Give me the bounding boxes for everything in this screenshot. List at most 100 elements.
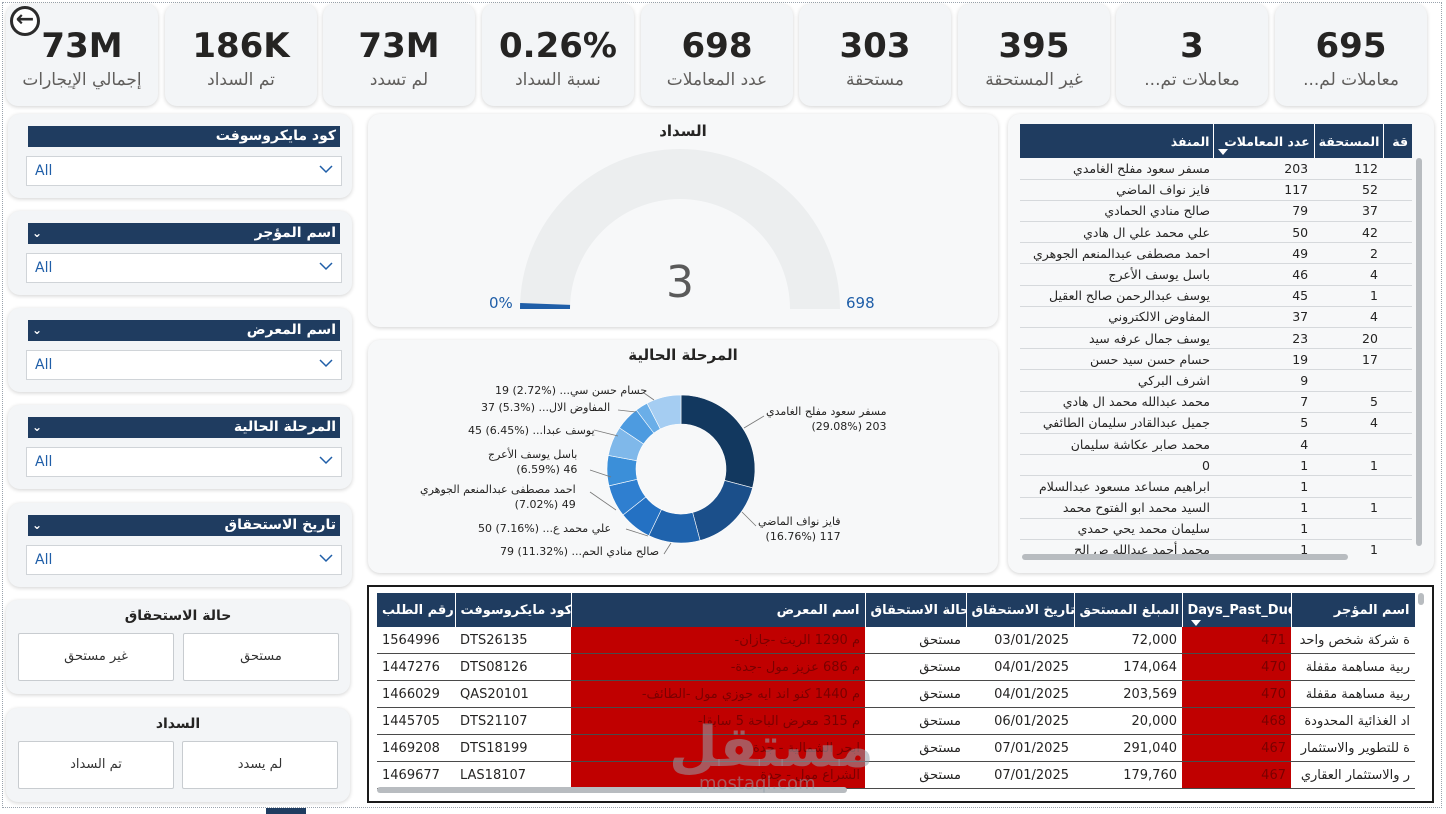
option-unpaid[interactable]: لم يسدد <box>182 741 338 789</box>
col-header-amount[interactable]: المبلغ المستحق <box>1074 593 1183 627</box>
col-header-lessor[interactable]: اسم المؤجر <box>1291 593 1416 627</box>
table-row[interactable]: ابراهيم مساعد مسعود عبدالسلام 1 <box>1020 476 1412 497</box>
col-header-due[interactable]: المستحقة <box>1313 124 1384 158</box>
table-row[interactable]: 1466029 QAS20101 م 1440 كنو اند ايه جوزي م… <box>377 680 1415 708</box>
sort-desc-icon[interactable] <box>1190 620 1201 626</box>
table-row[interactable]: محمد عبدالله محمد ال هادي 7 5 <box>1020 391 1412 413</box>
slicer-title: كود مايكروسوفت <box>28 126 340 147</box>
donut-label: مسفر سعود مفلح الغامدي 203 (29.08%) <box>766 404 886 434</box>
slicer-dropdown[interactable]: All <box>26 350 342 380</box>
label-value: 49 (7.02%) <box>514 498 576 511</box>
table-cell <box>1384 518 1412 539</box>
table-cell <box>1314 518 1384 539</box>
table-row[interactable]: 1447276 DTS08126 م 686 عزيز مول -جدة- مستحق… <box>377 653 1415 681</box>
table-cell: م 315 معرض الباحة 5 سابقا- <box>571 707 865 735</box>
slicer-dropdown[interactable]: All <box>26 156 342 186</box>
table-row[interactable]: يوسف جمال عرفه سيد 23 20 <box>1020 328 1412 349</box>
gauge-fill <box>520 302 571 309</box>
col-header-microsoft-code[interactable]: كود مايكروسوفت <box>455 593 572 627</box>
table-row[interactable]: 1469208 DTS18199 ابحر الشمالية - جدة مستحق 0… <box>377 734 1415 762</box>
col-header-due-date[interactable]: تاريخ الاستحقاق <box>966 593 1075 627</box>
table-cell: 50 <box>1292 224 1309 240</box>
slicer-dropdown[interactable]: All <box>26 447 342 477</box>
table-cell: 1 <box>1369 542 1378 558</box>
table-row[interactable]: علي محمد علي ال هادي 50 42 <box>1020 222 1412 243</box>
table-cell: 03/01/2025 <box>966 627 1074 654</box>
table-row[interactable]: 1445705 DTS21107 م 315 معرض الباحة 5 سابقا… <box>377 707 1415 735</box>
table-cell: 20 <box>1362 330 1378 346</box>
table-cell: 470 <box>1182 653 1291 681</box>
table-cell <box>1314 433 1384 454</box>
table-cell: 23 <box>1292 330 1309 346</box>
table-row[interactable]: فايز نواف الماضي 117 52 <box>1020 179 1412 201</box>
table-row[interactable]: باسل يوسف الأعرج 46 4 <box>1020 264 1412 286</box>
table-cell <box>1384 179 1412 200</box>
table-row[interactable]: السيد محمد ابو الفتوح محمد 1 1 <box>1020 497 1412 519</box>
kpi-label: إجمالي الإيجارات <box>22 70 142 90</box>
col-header-clipped[interactable]: قة <box>1383 124 1412 158</box>
table-row[interactable]: محمد صابر عكاشة سليمان 4 <box>1020 433 1412 455</box>
table-row[interactable]: جميل عبدالقادر سليمان الطائفي 5 4 <box>1020 412 1412 434</box>
table-cell: 72,000 <box>1074 627 1182 654</box>
table-cell: 04/01/2025 <box>966 653 1074 681</box>
col-header-days-past-due[interactable]: Days_Past_Due <box>1182 593 1292 627</box>
chevron-down-icon[interactable]: ⌄ <box>32 226 43 240</box>
table-row[interactable]: 0 1 1 <box>1020 455 1412 476</box>
table-row[interactable]: حسام حسن سيد حسن 19 17 <box>1020 349 1412 370</box>
table-cell: محمد أحمد عبدالله ص الح <box>1074 542 1210 558</box>
table-cell: 37 <box>1362 203 1378 219</box>
slicer-dropdown[interactable]: All <box>26 253 342 283</box>
table-row[interactable]: صالح منادي الحمادي 79 37 <box>1020 200 1412 222</box>
col-header-transactions[interactable]: عدد المعاملات <box>1213 124 1315 158</box>
vertical-scrollbar[interactable] <box>1418 593 1424 605</box>
label-name: مسفر سعود مفلح الغامدي <box>766 405 887 418</box>
gauge-card: السداد 3 0% 698 <box>368 114 998 327</box>
kpi-value: 303 <box>839 26 911 66</box>
table-row[interactable]: 1469677 LAS18107 الشراع مول - جدة مستحق 07/0… <box>377 761 1415 789</box>
page-tab[interactable] <box>266 808 306 814</box>
table-row[interactable]: المفاوض الالكتروني 37 4 <box>1020 306 1412 328</box>
kpi-card-payment-rate: 0.26% نسبة السداد <box>482 4 634 106</box>
kpi-label: تم السداد <box>207 70 275 90</box>
table-cell: 117 <box>1284 182 1309 198</box>
col-header-label: Days_Past_Due <box>1187 602 1291 618</box>
col-header-request-no[interactable]: رقم الطلب <box>377 593 456 627</box>
table-row[interactable]: يوسف عبدالرحمن صالح العقيل 45 1 <box>1020 285 1412 307</box>
slicer-dropdown[interactable]: All <box>26 545 342 575</box>
table-cell: 17 <box>1362 351 1378 367</box>
table-row[interactable]: احمد مصطفى عبدالمنعم الجوهري 49 2 <box>1020 243 1412 264</box>
option-not-due[interactable]: غير مستحق <box>18 633 174 681</box>
slicer-value: All <box>35 552 53 568</box>
table-cell <box>1384 539 1412 560</box>
chevron-down-icon[interactable]: ⌄ <box>32 420 43 434</box>
leader-line <box>589 491 617 511</box>
table-row[interactable]: اشرف البركي 9 <box>1020 370 1412 392</box>
horizontal-scrollbar[interactable] <box>377 787 847 793</box>
table-row[interactable]: مسفر سعود مفلح الغامدي 203 112 <box>1020 158 1412 180</box>
kpi-card-not-due: 395 غير المستحقة <box>958 4 1110 106</box>
sort-desc-icon[interactable] <box>1218 149 1228 155</box>
col-header-showroom[interactable]: اسم المعرض <box>571 593 866 627</box>
chevron-down-icon[interactable]: ⌄ <box>32 518 43 532</box>
vertical-scrollbar[interactable] <box>1416 158 1422 546</box>
donut-slice[interactable] <box>692 480 753 541</box>
donut-slice[interactable] <box>680 394 756 489</box>
table-cell: 7 <box>1300 394 1309 410</box>
table-cell: م 1440 كنو اند ايه جوزي مول -الطائف- <box>571 680 865 708</box>
option-paid[interactable]: تم السداد <box>18 741 174 789</box>
horizontal-scrollbar[interactable] <box>1022 554 1348 560</box>
table-row[interactable]: سليمان محمد يحي حمدي 1 <box>1020 518 1412 540</box>
back-arrow-icon[interactable]: ← <box>10 6 40 36</box>
col-header-executor[interactable]: المنفذ <box>1020 124 1214 158</box>
table-row[interactable]: 1564996 DTS26135 م 1290 الريث -جازان- مستحق… <box>377 627 1415 654</box>
executor-table-viewport: المنفذ عدد المعاملات المستحقة قة مسفر سع… <box>1020 124 1412 560</box>
slicer-title-text: المرحلة الحالية <box>233 419 336 435</box>
gauge-value: 3 <box>666 257 694 308</box>
donut-slice[interactable] <box>646 394 682 430</box>
table-cell: اد الغذائية المحدودة <box>1291 707 1415 735</box>
chevron-down-icon[interactable]: ⌄ <box>32 323 43 337</box>
slicer-title: اسم المؤجر ⌄ <box>28 223 340 244</box>
col-header-due-status[interactable]: حالة الاستحقاق <box>865 593 967 627</box>
table-cell <box>1384 433 1412 454</box>
option-due[interactable]: مستحق <box>183 633 339 681</box>
